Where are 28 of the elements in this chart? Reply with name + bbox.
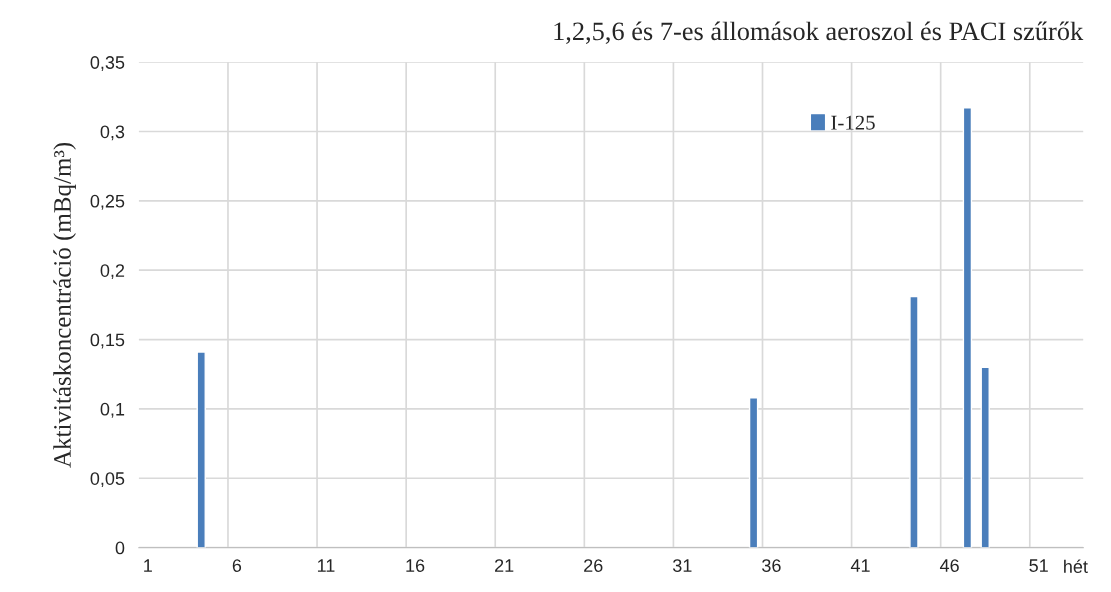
y-tick-label: 0,15 [90, 333, 125, 349]
y-tick-label: 0,2 [100, 264, 125, 280]
x-tick-label: 31 [672, 559, 692, 572]
y-tick-label: 0 [115, 541, 125, 555]
bar [962, 107, 973, 548]
x-tick-label: 1 [144, 559, 152, 572]
bar [748, 397, 759, 548]
y-tick-label: 0,05 [90, 472, 125, 488]
x-axis-title: hét [1064, 559, 1088, 573]
x-tick-label: 51 [1029, 559, 1048, 572]
x-tick-label: 21 [495, 559, 514, 572]
bar [196, 351, 206, 548]
y-tick-label: 0,3 [100, 125, 125, 141]
x-tick-label: 36 [762, 559, 781, 572]
x-tick-label: 26 [584, 559, 603, 572]
bar [909, 295, 919, 548]
x-tick-label: 16 [406, 559, 425, 572]
y-tick-label: 0,25 [90, 194, 125, 210]
chart-title: 1,2,5,6 és 7-es állomások aeroszol és PACI szűrők [554, 21, 1084, 44]
y-tick-label: 0,35 [90, 56, 125, 72]
x-tick-label: 41 [850, 559, 870, 572]
x-tick-label: 6 [232, 559, 242, 572]
legend-label: I-125 [831, 115, 875, 130]
x-tick-label: 46 [939, 559, 959, 572]
bar [980, 366, 990, 548]
y-tick-label: 0,1 [100, 402, 125, 418]
x-tick-label: 11 [317, 559, 335, 572]
y-axis-title: Aktivitáskoncentráció (mBq/m³) [53, 142, 76, 468]
